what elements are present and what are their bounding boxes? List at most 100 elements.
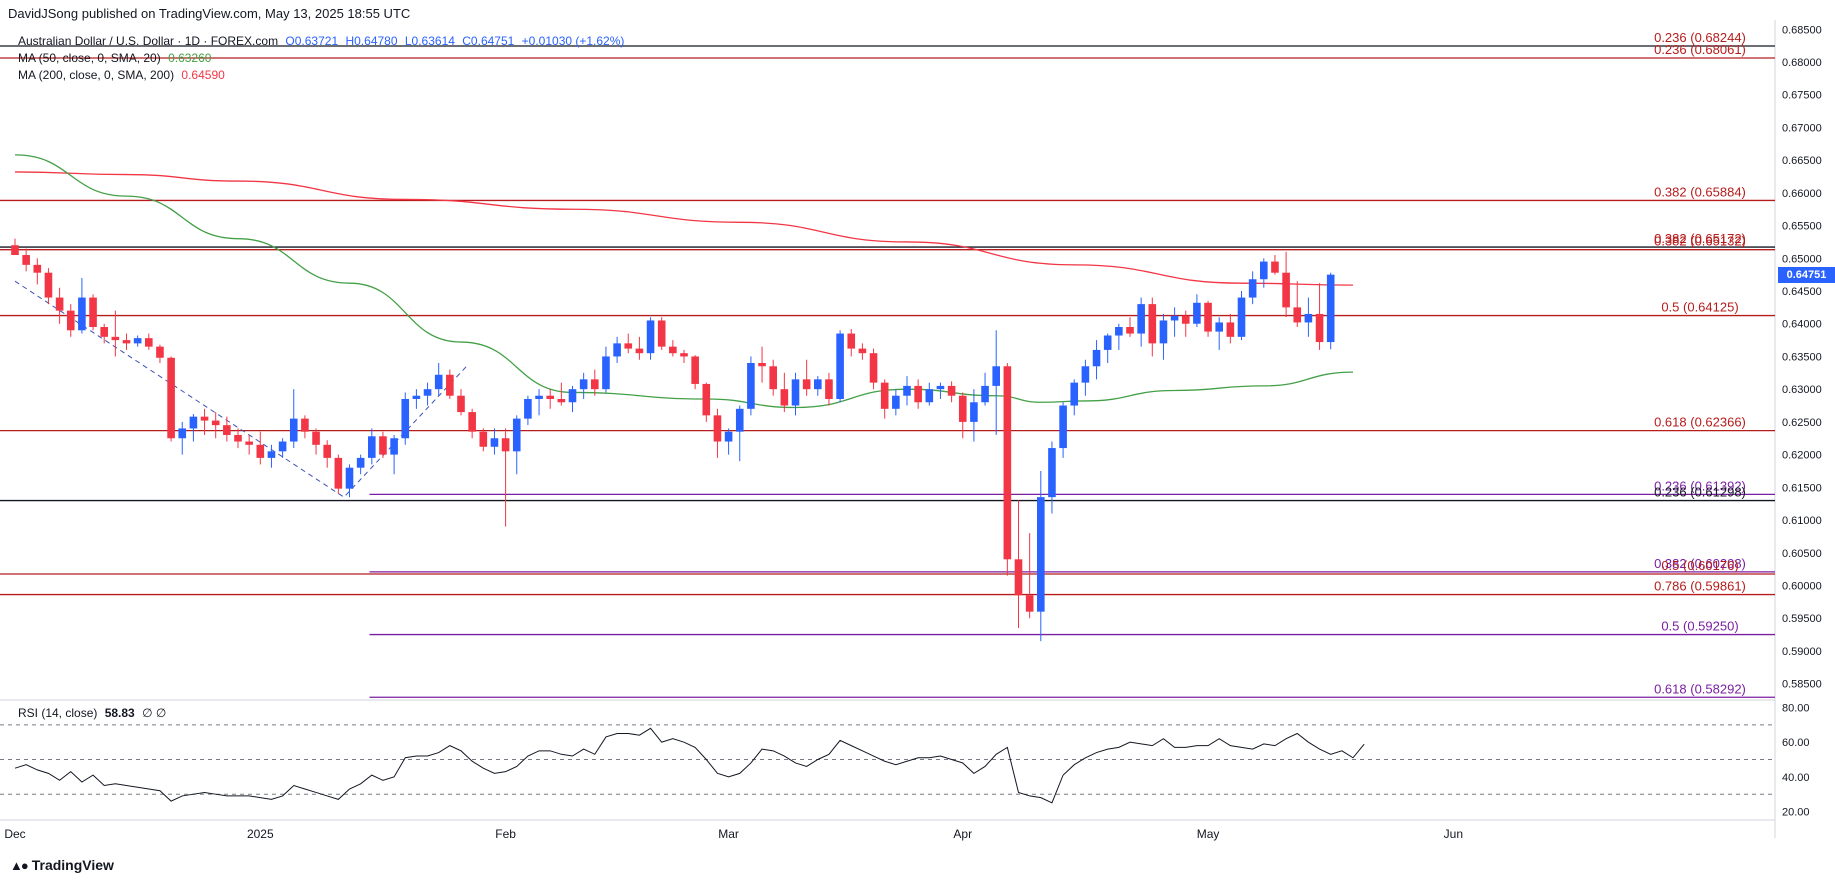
ohlc-change: +0.01030 (+1.62%) — [521, 34, 625, 48]
candle-body — [368, 436, 376, 458]
candle-body — [657, 320, 666, 347]
candle-body — [22, 255, 30, 265]
ohlc-low: L0.63614 — [404, 34, 455, 48]
candle-body — [89, 297, 97, 328]
candle-body — [1326, 274, 1335, 343]
candle-body — [1126, 327, 1134, 334]
time-tick-label: Feb — [495, 827, 516, 841]
candle-body — [1237, 297, 1246, 337]
candle-body — [1159, 320, 1168, 344]
candle-body — [780, 389, 789, 406]
price-tick-label: 0.59000 — [1782, 646, 1822, 658]
ma200-label: MA (200, close, 0, SMA, 200) — [18, 68, 175, 82]
time-tick-label: May — [1197, 827, 1220, 841]
fib-level-label: 0.236 (0.68061) — [1654, 42, 1746, 57]
price-tick-label: 0.64000 — [1782, 319, 1822, 331]
candle-body — [970, 402, 978, 422]
candle-body — [802, 379, 811, 390]
candle-body — [379, 436, 387, 455]
candle-body — [145, 338, 153, 347]
fib-levels: 0.236 (0.68244)0.236 (0.68061) 0.382 (0.6… — [0, 30, 1775, 698]
candle-body — [669, 346, 677, 354]
ma50-label: MA (50, close, 0, SMA, 20) — [18, 51, 161, 65]
rsi-label: RSI (14, close) — [18, 706, 98, 720]
ohlc-high: H0.64780 — [345, 34, 398, 48]
price-tick-label: 0.65500 — [1782, 221, 1822, 233]
candle-body — [1204, 302, 1212, 332]
candle-body — [1081, 366, 1090, 383]
candle-body — [1181, 315, 1190, 324]
rsi-tick-label: 20.00 — [1782, 807, 1810, 819]
fib-level-label: 0.618 (0.62366) — [1654, 415, 1746, 430]
candle-body — [1248, 279, 1257, 298]
candle-body — [524, 398, 532, 419]
last-price-tag: 0.64751 — [1778, 266, 1835, 283]
price-tick-label: 0.63500 — [1782, 351, 1822, 363]
candle-body — [479, 431, 488, 447]
price-axis[interactable]: 0.68500 0.68000 0.67500 0.67000 0.66500 0.660… — [1782, 24, 1822, 690]
candle-body — [535, 395, 543, 399]
candle-body — [981, 385, 989, 403]
ma200-line — [14, 171, 1354, 286]
tradingview-logo[interactable]: ▲● TradingView — [10, 857, 114, 873]
candle-body — [312, 431, 320, 445]
candle-body — [66, 310, 75, 331]
ma50-line — [14, 154, 1354, 409]
price-tick-label: 0.58500 — [1782, 679, 1822, 691]
ma50-value: 0.63260 — [168, 51, 212, 65]
fib-level-label: 0.5 (0.60176) — [1661, 558, 1738, 573]
candle-body — [758, 363, 766, 367]
candle-body — [1137, 304, 1145, 334]
candle-body — [100, 327, 108, 337]
candle-body — [1014, 559, 1023, 596]
price-tick-label: 0.67000 — [1782, 122, 1822, 134]
candle-body — [401, 398, 410, 439]
fib-level-label: 0.382 (0.65132) — [1654, 234, 1746, 249]
fib-level-label: 0.5 (0.59250) — [1661, 619, 1738, 634]
fib-level-label: 0.5 (0.64125) — [1661, 300, 1738, 315]
candle-body — [256, 444, 265, 458]
time-tick-label: Apr — [953, 827, 972, 841]
candle-body — [914, 385, 922, 403]
candle-body — [724, 431, 733, 442]
rsi-legend[interactable]: RSI (14, close) 58.83 ∅ ∅ — [18, 706, 170, 720]
candle-body — [211, 420, 220, 426]
ohlc-open: O0.63721 — [285, 34, 339, 48]
candle-body — [925, 389, 934, 403]
tradingview-mark-icon: ▲● — [10, 857, 29, 873]
brand-name: TradingView — [31, 857, 114, 873]
candle-body — [1260, 261, 1268, 280]
price-tick-label: 0.67500 — [1782, 90, 1822, 102]
candle-body — [936, 385, 945, 390]
price-tick-label: 0.66500 — [1782, 155, 1822, 167]
candle-body — [468, 412, 476, 432]
rsi-value: 58.83 — [104, 706, 135, 720]
candle-body — [334, 457, 343, 489]
time-axis[interactable]: Dec 2025 Feb Mar Apr May Jun — [4, 827, 1463, 841]
candle-body — [78, 297, 86, 331]
rsi-tick-label: 60.00 — [1782, 737, 1810, 749]
candle-body — [423, 389, 432, 396]
candle-body — [457, 395, 465, 413]
rsi-extra: ∅ ∅ — [142, 706, 167, 720]
candle-body — [434, 374, 443, 390]
candle-body — [769, 366, 777, 390]
candle-body — [356, 457, 365, 468]
price-tick-label: 0.63000 — [1782, 384, 1822, 396]
moving-averages — [14, 154, 1354, 409]
price-tick-label: 0.68500 — [1782, 24, 1822, 36]
candle-body — [412, 395, 421, 399]
candle-body — [1226, 322, 1235, 337]
symbol-name[interactable]: Australian Dollar / U.S. Dollar · 1D · F… — [18, 34, 279, 48]
candle-body — [1315, 313, 1324, 343]
ohlc-close: C0.64751 — [462, 34, 515, 48]
candle-body — [289, 418, 298, 442]
candle-body — [1282, 272, 1290, 308]
candle-body — [267, 451, 276, 458]
candle-body — [646, 320, 655, 354]
ma200-legend[interactable]: MA (200, close, 0, SMA, 200) 0.64590 — [18, 68, 229, 82]
candle-body — [713, 415, 722, 442]
candle-body — [223, 425, 231, 435]
ma50-legend[interactable]: MA (50, close, 0, SMA, 20) 0.63260 — [18, 51, 215, 65]
